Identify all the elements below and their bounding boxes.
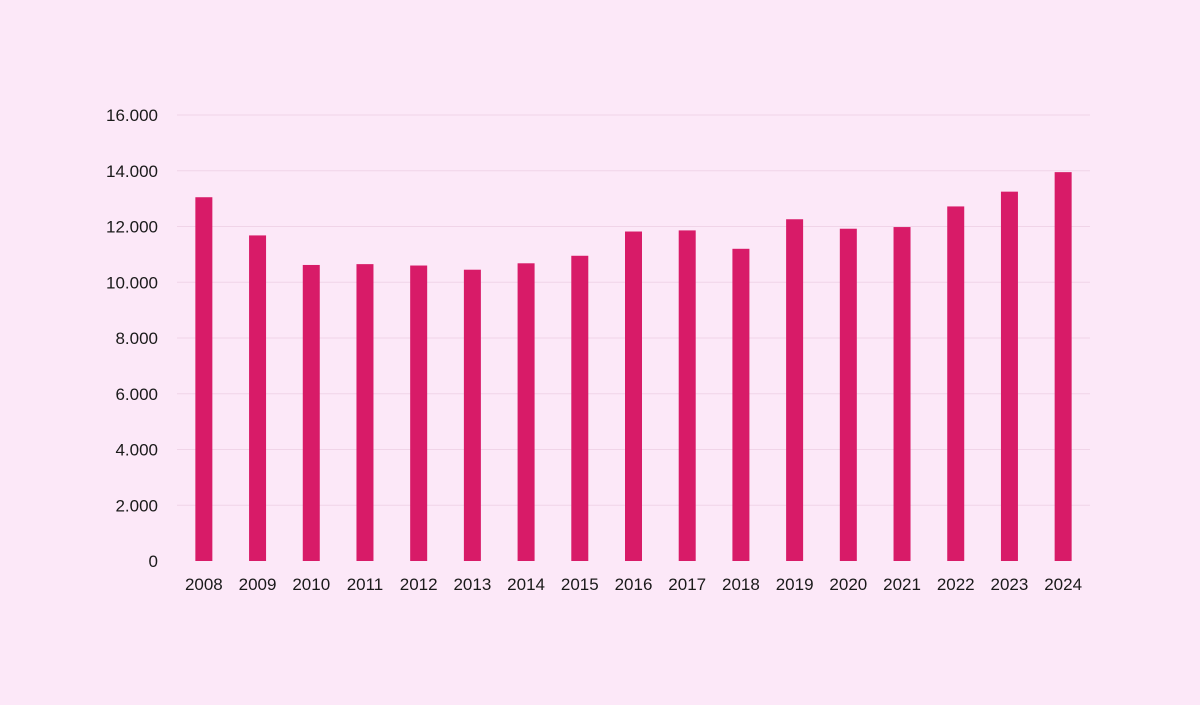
bar-2022 [947,206,965,561]
x-tick-label: 2016 [615,575,653,594]
y-tick-label: 14.000 [106,162,158,181]
bar-2008 [195,197,213,561]
x-tick-label: 2024 [1044,575,1082,594]
x-tick-label: 2020 [829,575,867,594]
x-tick-label: 2019 [776,575,814,594]
bar-2019 [786,219,804,561]
x-tick-label: 2022 [937,575,975,594]
bar-2011 [356,264,374,561]
x-tick-label: 2023 [991,575,1029,594]
y-tick-label: 4.000 [115,441,158,460]
y-tick-label: 8.000 [115,329,158,348]
y-axis-tick-labels: 0 2.000 4.000 6.000 8.000 10.000 12.000 14.000 1… [106,106,158,571]
y-tick-label: 0 [149,552,158,571]
bar-2017 [678,230,696,561]
x-axis-tick-labels: 2008 2009 2010 2011 2012 2013 2014 2015 2016 2017… [185,575,1082,594]
bars [195,172,1072,562]
x-tick-label: 2014 [507,575,545,594]
x-tick-label: 2018 [722,575,760,594]
bar-2014 [517,263,535,561]
bar-2012 [410,265,428,561]
bar-2013 [463,269,481,561]
y-tick-label: 10.000 [106,273,158,292]
x-tick-label: 2013 [453,575,491,594]
x-tick-label: 2011 [347,575,384,594]
bar-2018 [732,248,750,562]
x-tick-label: 2021 [883,575,921,594]
y-tick-label: 16.000 [106,106,158,125]
y-tick-label: 2.000 [115,496,158,515]
bar-2023 [1000,191,1018,561]
bar-2009 [249,235,267,562]
y-tick-label: 12.000 [106,218,158,237]
bar-2016 [625,231,642,561]
bar-2010 [302,264,320,561]
x-tick-label: 2008 [185,575,223,594]
bar-2020 [839,228,857,562]
bar-2024 [1054,172,1072,562]
x-tick-label: 2015 [561,575,599,594]
x-tick-label: 2009 [239,575,277,594]
bar-2021 [893,227,911,561]
bar-2015 [571,255,589,562]
x-tick-label: 2012 [400,575,438,594]
x-tick-label: 2010 [292,575,330,594]
x-tick-label: 2017 [668,575,706,594]
y-tick-label: 6.000 [115,385,158,404]
